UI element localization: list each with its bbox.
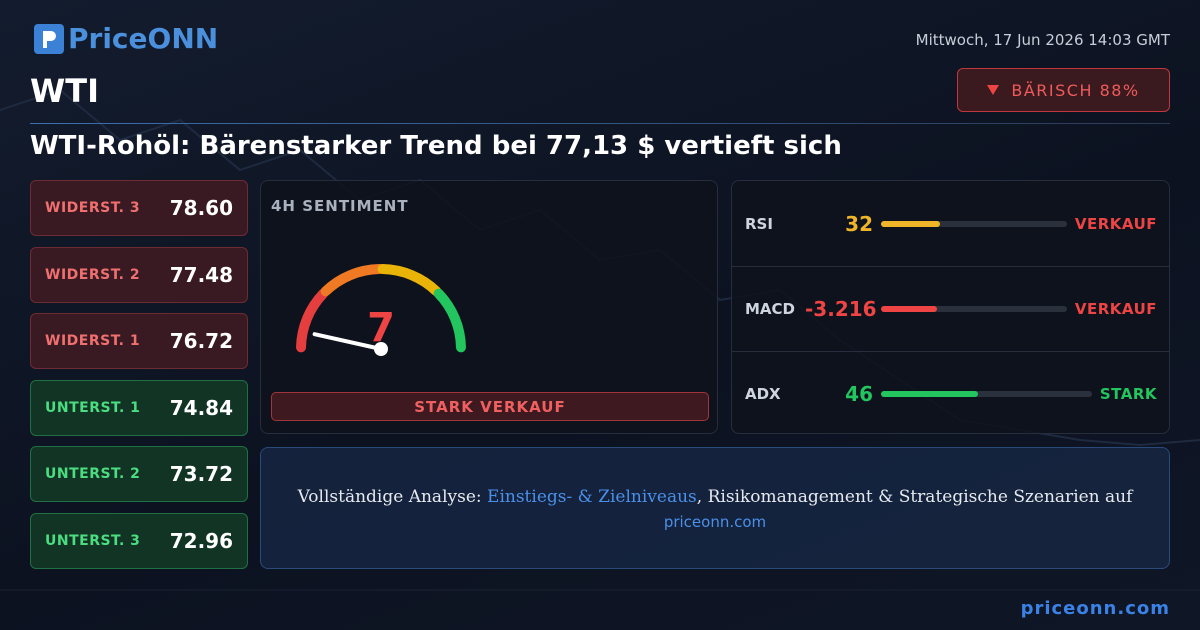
level-value: 78.60: [169, 196, 233, 220]
sentiment-title: 4H SENTIMENT: [271, 197, 409, 215]
gauge-arc: [320, 264, 385, 297]
level-value: 72.96: [169, 529, 233, 553]
indicator-row: ADX 46 STARK: [732, 351, 1170, 436]
indicator-row: MACD -3.216 VERKAUF: [732, 266, 1170, 351]
level-value: 76.72: [169, 329, 233, 354]
indicator-fill: [881, 306, 937, 312]
indicator-fill: [881, 391, 978, 397]
promo-box: Vollständige Analyse: Einstiegs- & Zieln…: [260, 447, 1170, 569]
promo-rest: , Risikomanagement & Strategische Szenar…: [696, 487, 1133, 507]
level-box: WIDERST. 3 78.60: [30, 180, 248, 236]
logo-icon: [34, 24, 64, 54]
level-label: WIDERST. 3: [45, 200, 141, 216]
down-triangle: [987, 85, 1000, 95]
symbol: WTI: [30, 72, 100, 110]
promo-highlight: Einstiegs- & Zielniveaus: [487, 487, 697, 507]
indicator-track: [881, 391, 1092, 397]
level-value: 74.84: [169, 395, 233, 420]
gauge-needle: [312, 332, 383, 351]
indicator-track: [881, 220, 1067, 227]
gauge: 7: [296, 264, 466, 356]
footer-site[interactable]: priceonn.com: [1020, 598, 1170, 619]
level-label: UNTERST. 3: [45, 533, 141, 549]
gauge-arc: [377, 264, 442, 297]
gauge-value: 7: [367, 305, 395, 351]
indicator-signal: VERKAUF: [1074, 300, 1157, 318]
promo-text: Vollständige Analyse: Einstiegs- & Zieln…: [261, 487, 1169, 507]
gauge-arc: [433, 288, 466, 353]
level-box: WIDERST. 2 77.48: [30, 246, 248, 303]
verdict: STARK VERKAUF: [271, 392, 709, 421]
indicator-row: RSI 32 VERKAUF: [732, 181, 1170, 266]
headline: WTI-Rohöl: Bärenstarker Trend bei 77,13 …: [30, 131, 842, 161]
level-label: UNTERST. 2: [45, 466, 141, 483]
indicators-panel: RSI 32 VERKAUF MACD -3.216 VERKAUF ADX 46 STARK: [731, 180, 1170, 434]
indicator-signal: VERKAUF: [1074, 214, 1157, 233]
level-label: UNTERST. 1: [45, 399, 141, 416]
sentiment-panel: 4H SENTIMENT 7 STARK VERKAUF: [260, 180, 718, 434]
level-value: 73.72: [169, 462, 233, 487]
brand: PriceONN: [68, 22, 219, 55]
level-box: WIDERST. 1 76.72: [30, 313, 248, 370]
indicator-fill: [881, 220, 941, 227]
promo-link[interactable]: priceonn.com: [663, 513, 767, 531]
level-label: WIDERST. 2: [45, 266, 141, 283]
gauge-hub: [374, 342, 388, 356]
gauge-arc: [296, 288, 329, 353]
level-label: WIDERST. 1: [45, 333, 141, 350]
indicator-value: 32: [845, 211, 873, 236]
indicator-track: [881, 306, 1067, 312]
badge-text: BÄRISCH 88%: [1011, 80, 1140, 100]
level-box: UNTERST. 1 74.84: [30, 379, 248, 436]
divider: [30, 123, 1170, 124]
indicator-name: RSI: [745, 214, 773, 233]
level-box: UNTERST. 2 73.72: [30, 446, 248, 503]
indicator-name: ADX: [745, 385, 781, 403]
level-box: UNTERST. 3 72.96: [30, 513, 248, 569]
trend-badge: BÄRISCH 88%: [957, 68, 1170, 112]
indicator-value: -3.216: [805, 297, 877, 321]
indicator-name: MACD: [745, 300, 795, 318]
level-value: 77.48: [169, 262, 233, 287]
promo-lead: Vollständige Analyse:: [297, 487, 488, 507]
datetime: Mittwoch, 17 Jun 2026 14:03 GMT: [915, 31, 1170, 49]
indicator-signal: STARK: [1099, 385, 1157, 403]
indicator-value: 46: [845, 382, 873, 406]
